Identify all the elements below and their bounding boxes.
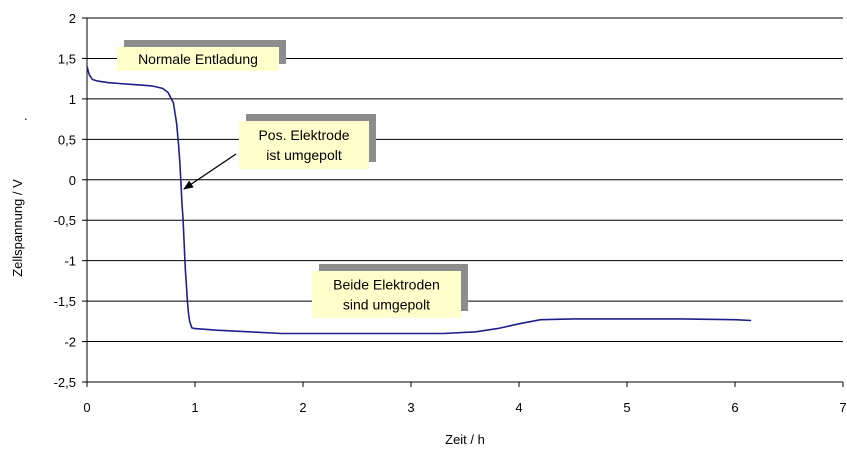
y-tick-label: 1 <box>69 92 76 107</box>
x-tick-labels: 0 1 2 3 4 5 6 7 <box>83 400 846 415</box>
annotation-text: Beide Elektroden <box>333 277 440 293</box>
annotations: Normale Entladung Pos. Elektrode ist umgep… <box>117 40 468 318</box>
y-tick-label: 0 <box>69 173 76 188</box>
x-tick-label: 0 <box>83 400 90 415</box>
y-axis-title-group: Zellspannung / V <box>10 179 25 277</box>
y-axis-title-suffix: . <box>24 108 28 123</box>
x-tick-label: 2 <box>299 400 306 415</box>
annotation-box: Pos. Elektrode ist umgepolt <box>239 114 376 169</box>
annotation-background <box>239 121 369 169</box>
annotation-box: Beide Elektroden sind umgepolt <box>312 264 468 318</box>
annotation-text: Pos. Elektrode <box>258 127 349 143</box>
y-tick-label: -1,5 <box>54 294 76 309</box>
annotation-arrow <box>183 153 237 190</box>
x-tick-label: 5 <box>623 400 630 415</box>
series-lines <box>86 66 752 335</box>
y-tick-label: -2,5 <box>54 375 76 390</box>
y-tick-label: -2 <box>64 335 76 350</box>
annotation-background <box>117 47 279 71</box>
x-tick-label: 7 <box>839 400 846 415</box>
y-tick-label: 1,5 <box>58 51 76 66</box>
x-tick-label: 6 <box>731 400 738 415</box>
y-tick-label: 2 <box>69 11 76 26</box>
x-tick-label: 1 <box>191 400 198 415</box>
x-axis-title: Zeit / h <box>445 432 485 447</box>
annotation-background <box>312 271 461 318</box>
x-tick-label: 4 <box>515 400 522 415</box>
axes <box>82 17 844 387</box>
y-tick-label: -1 <box>64 254 76 269</box>
y-axis-title: Zellspannung / V <box>10 179 25 277</box>
y-tick-label: -0,5 <box>54 213 76 228</box>
annotation-text: Normale Entladung <box>138 51 258 67</box>
voltage-series-line <box>86 66 752 335</box>
x-tick-label: 3 <box>407 400 414 415</box>
annotation-text: sind umgepolt <box>343 297 430 313</box>
annotation-text: ist umgepolt <box>266 147 342 163</box>
y-tick-labels: 2 1,5 1 0,5 0 -0,5 -1 -1,5 -2 -2,5 <box>54 11 76 390</box>
annotation-box: Normale Entladung <box>117 40 286 71</box>
y-tick-label: 0,5 <box>58 132 76 147</box>
